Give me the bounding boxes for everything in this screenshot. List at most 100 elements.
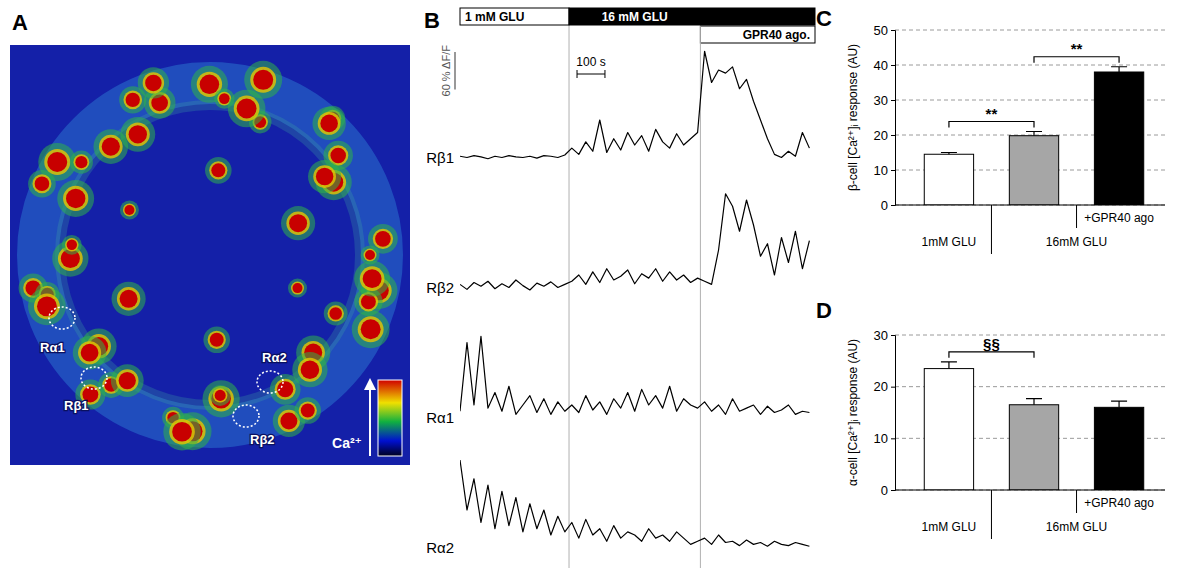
cell-core: [237, 99, 257, 119]
bar-marks: [924, 362, 1143, 490]
cell-mid: [286, 212, 309, 235]
roi-label: Rβ1: [64, 398, 89, 413]
roi-label: Rβ2: [250, 432, 275, 447]
cell-core: [361, 319, 381, 339]
grid-line: [895, 335, 1165, 336]
cell-core: [47, 152, 67, 172]
y-axis: 01020304050: [874, 23, 896, 213]
y-tick-mark: [891, 170, 895, 171]
x-tick-label: +GPR40 ago: [1084, 211, 1154, 225]
bar-panel: 0102030α-cell [Ca²⁺]ᵢ response (AU)1mM G…: [846, 328, 1165, 539]
cell-mid: [213, 388, 227, 402]
cell-mid: [126, 122, 150, 146]
panel-letter: D: [816, 298, 832, 323]
roi-label: Rα1: [40, 340, 65, 355]
scale-bar-label: 100 s: [576, 55, 605, 69]
cell-halo: [52, 240, 88, 276]
y-tick: 40: [874, 58, 895, 73]
stimulus-bar: [569, 8, 815, 25]
y-tick: 50: [874, 23, 895, 38]
y-tick-label: 0: [881, 483, 888, 498]
y-tick-mark: [891, 30, 895, 31]
cell-halo: [111, 364, 144, 397]
y-axis-line: [891, 336, 896, 491]
cell-mid: [209, 161, 227, 179]
x-tick-label: 1mM GLU: [922, 520, 977, 534]
cell-mid: [298, 358, 322, 382]
y-tick-label: 30: [874, 93, 888, 108]
trace-panel: 1 mM GLU16 mM GLUGPR40 ago.100 s60 % ΔF/…: [426, 8, 815, 568]
cell-mid: [318, 112, 341, 135]
cell-core: [102, 137, 120, 155]
x-axis: 1mM GLU +GPR40 ago: [895, 490, 1165, 534]
y-tick-mark: [891, 205, 895, 206]
cell-halo: [73, 336, 107, 370]
significance-bracket: [1034, 57, 1119, 63]
tissue-ring-inner: [60, 105, 360, 405]
roi-label: Rα2: [262, 350, 287, 365]
cell-mid: [73, 154, 89, 170]
y-tick-mark: [891, 135, 895, 136]
cell-mid: [328, 305, 344, 321]
error-bar: [1026, 399, 1042, 405]
trace-label: Rβ1: [426, 149, 454, 166]
error-bar: [941, 153, 957, 155]
cell-core: [120, 290, 138, 308]
significance-label: **: [1071, 40, 1083, 57]
y-tick-mark: [891, 387, 895, 388]
cell-halo: [62, 235, 82, 255]
error-bar: [941, 362, 957, 369]
y-tick-label: 30: [874, 328, 888, 343]
cell-mid: [65, 238, 79, 252]
cell-halo: [281, 206, 315, 240]
cell-mid: [116, 369, 138, 391]
y-tick-label: 0: [881, 198, 888, 213]
cell-mid: [360, 266, 385, 291]
cell-halo: [205, 157, 232, 184]
category-separator: [1076, 205, 1077, 228]
calcium-trace: [460, 194, 809, 290]
bar: [1009, 136, 1058, 205]
group-label: 16mM GLU: [1046, 235, 1107, 249]
cell-core: [172, 422, 192, 442]
bar-panel: 01020304050β-cell [Ca²⁺]ᵢ response (AU)1…: [846, 23, 1165, 254]
cell-halo: [210, 385, 231, 406]
roi-outline: [257, 371, 283, 393]
cell-core: [253, 70, 273, 90]
x-tick-label: 1mM GLU: [922, 235, 977, 249]
y-axis-title: β-cell [Ca²⁺]ᵢ response (AU): [846, 44, 860, 191]
y-tick-label: 20: [874, 128, 888, 143]
bar: [924, 369, 973, 490]
x-tick: +GPR40 ago: [1084, 496, 1154, 510]
roi-outline: [81, 367, 107, 389]
cell-core: [375, 231, 391, 247]
roi-outline: [49, 307, 75, 329]
y-axis-title: α-cell [Ca²⁺]ᵢ response (AU): [846, 339, 860, 486]
y-tick: 30: [874, 328, 895, 343]
y-axis-line: [891, 31, 896, 206]
cell-core: [215, 390, 226, 401]
cell-mid: [208, 331, 226, 349]
cell-mid: [123, 203, 136, 216]
cell-core: [363, 269, 382, 288]
cell-core: [67, 240, 77, 250]
scale-bar-y: [454, 52, 456, 90]
cell-halo: [119, 86, 146, 113]
cell-halo: [228, 90, 266, 128]
error-bar: [1111, 401, 1127, 407]
x-axis: 1mM GLU +GPR40 ago: [895, 205, 1165, 249]
cell-halo: [292, 352, 327, 387]
y-tick: 0: [881, 483, 895, 498]
cell-core: [119, 372, 136, 389]
y-tick-mark: [891, 490, 895, 491]
trace-label: Rα1: [426, 409, 454, 426]
cell-halo: [368, 224, 398, 254]
cell-halo: [203, 326, 230, 353]
cell-core: [219, 93, 230, 104]
cell-halo: [308, 160, 341, 193]
cell-halo: [163, 413, 200, 450]
cell-mid: [117, 287, 140, 310]
bar: [1009, 405, 1058, 490]
cell-mid: [373, 229, 393, 249]
stimulus-bar: [700, 26, 815, 43]
